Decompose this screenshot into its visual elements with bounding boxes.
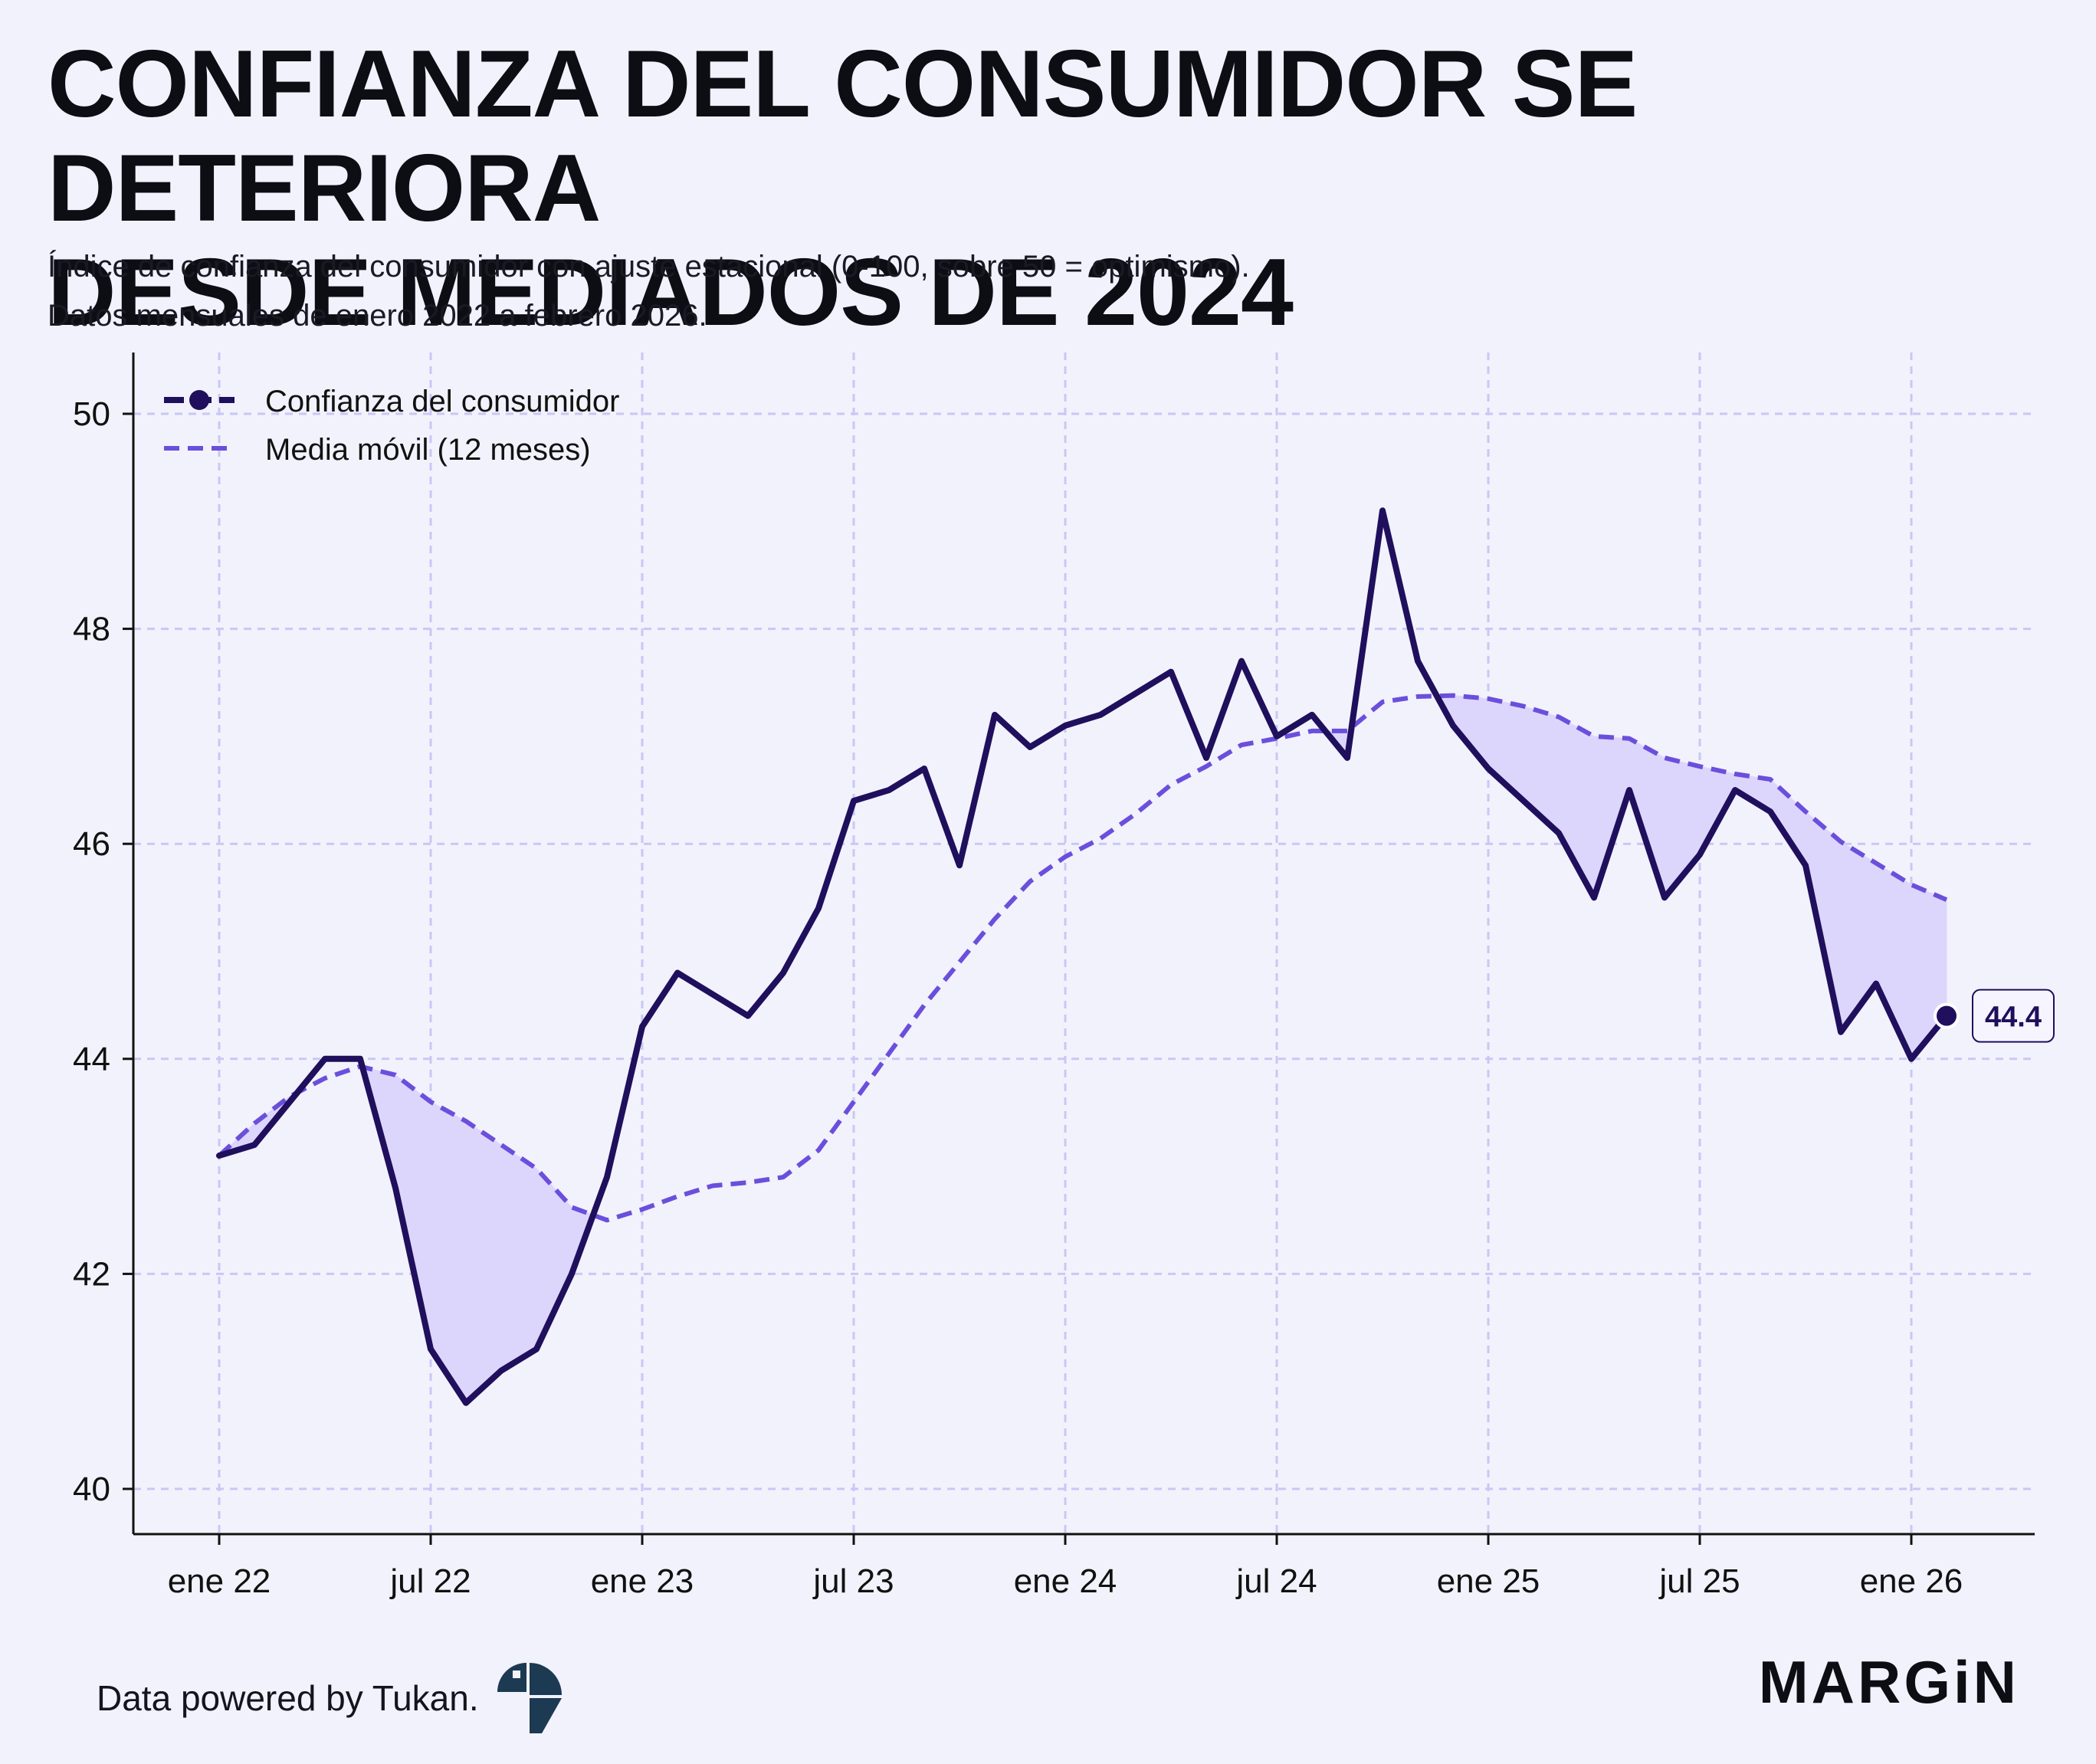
deviation-fill [218,695,1947,1405]
last-point-marker [1934,1002,1960,1029]
chart-title: CONFIANZA DEL CONSUMIDOR SE DETERIORA DE… [48,32,2071,345]
title-line-1: CONFIANZA DEL CONSUMIDOR SE DETERIORA [48,31,1638,241]
last-value-label: 44.4 [1985,1002,2042,1034]
brand-logo: MARGiN [1758,1648,2019,1716]
fill-segment [536,1167,572,1349]
axes: 40 42 44 46 48 50 ene 22 jul 22 ene 23 jul 23 ene … [73,352,2035,1600]
subtitle-line-2: Datos mensuales de enero 2022 a febrero … [48,299,707,333]
grid [133,352,2035,1534]
title-line-2: DESDE MEDIADOS DE 2024 [48,240,1294,346]
y-tick-label: 42 [73,1255,110,1293]
moving-average-line [217,693,1948,1223]
y-tick-label: 50 [73,395,110,433]
x-tick-label: jul 23 [812,1562,894,1600]
x-tick-label: jul 25 [1658,1562,1740,1600]
subtitle-line-1: Índice de confianza del consumidor con a… [48,250,1250,284]
x-tick-label: ene 26 [1860,1562,1963,1600]
fill-segment [500,1144,537,1372]
y-tick-label: 40 [73,1471,110,1508]
chart-subtitle: Índice de confianza del consumidor con a… [48,242,2040,340]
source-text: Data powered by Tukan. [97,1678,479,1718]
series [216,507,1950,1406]
x-tick-label: jul 24 [1235,1562,1317,1600]
tukan-logo-icon [497,1663,562,1733]
fill-segment [465,1120,502,1404]
x-tick-label: ene 23 [591,1562,694,1600]
legend-label-ma: Media móvil (12 meses) [265,433,591,467]
last-value-box [1972,989,2055,1043]
legend-marker-main [189,390,209,410]
x-tick-label: jul 22 [389,1562,471,1600]
consumer-confidence-line [216,507,1950,1406]
y-tick-label: 46 [73,825,110,863]
last-value-annotation: 44.4 [1934,989,2055,1043]
y-tick-label: 44 [73,1041,110,1078]
x-tick-label: ene 22 [168,1562,271,1600]
x-tick-label: ene 24 [1014,1562,1117,1600]
legend-label-main: Confianza del consumidor [265,385,619,418]
y-tick-label: 48 [73,611,110,648]
legend: Confianza del consumidor Media móvil (12 … [164,385,619,467]
x-tick-label: ene 25 [1437,1562,1540,1600]
fill-segment [1875,862,1912,1060]
source-note: Data powered by Tukan. [97,1661,563,1735]
